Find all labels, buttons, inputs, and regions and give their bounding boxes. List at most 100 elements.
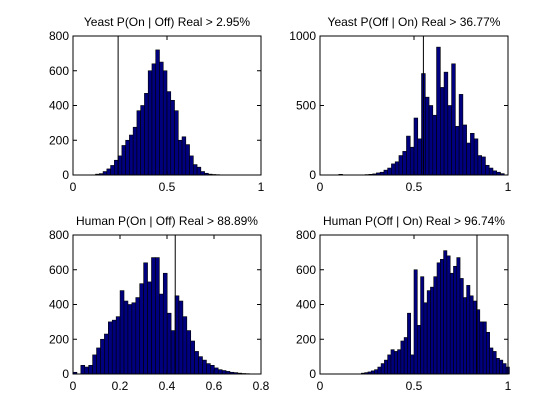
histogram-bar [492,351,497,375]
histogram-bar [384,359,388,375]
histogram-bar [443,250,448,375]
histogram-bar [189,155,194,176]
histogram-bar [92,354,97,375]
histogram-bar [143,262,148,375]
histogram-bar [185,144,190,176]
histogram-bar [170,99,175,176]
histogram-bar [202,359,207,375]
histogram-bar [198,356,203,375]
y-tick-label: 0 [309,168,316,182]
histogram-bar [440,259,444,375]
histogram-bar [407,312,412,375]
x-tick-label: 0 [317,180,324,194]
x-tick-label: 0.5 [159,180,176,194]
histogram-bar [400,340,405,375]
histogram-bar [374,369,379,375]
histogram-bar [136,110,141,176]
y-tick-label: 500 [296,99,316,113]
histogram-bar [200,171,205,176]
chart-title: Human P(Off | On) Real > 96.74% [323,214,505,228]
histogram-bar [446,255,451,375]
subplot-2: 0 0.5 1 0 500 1000 Yeast P(Off | On) Real > 36… [289,15,511,194]
y-tick-label: 200 [49,133,69,147]
histogram-bar [413,269,418,375]
histogram-bar [462,124,467,176]
histogram-bar [111,319,117,375]
histogram-bar [426,290,431,375]
y-tick-label: 0 [62,168,69,182]
y-tick-label: 600 [49,64,69,78]
histogram-bar [121,145,126,176]
histogram-bar [416,325,421,375]
histogram-bar [488,167,494,176]
histogram-bar [479,321,484,375]
histogram-bar [489,347,494,375]
histogram-bar [104,333,109,375]
histogram-bar [194,351,199,375]
histogram-bar [131,302,137,375]
histogram-bar [383,169,388,176]
histogram-bar [402,151,407,176]
histogram-bar [174,110,179,176]
histogram-bar [221,370,227,375]
histogram-bar [117,155,123,176]
histogram-bar [147,281,152,375]
histogram-bar [108,321,113,375]
subplot-4: 0 0.5 1 0 200 400 600 800 Human P(Off | On) Real… [296,214,512,393]
histogram-bar [424,96,430,176]
histogram-bar [398,155,404,176]
histogram-bar [144,93,149,176]
histogram-bar [455,126,460,176]
histogram-bar [106,168,111,176]
histogram-bar [472,300,477,375]
histogram-bar [151,63,157,176]
x-tick-label: 0 [70,180,77,194]
histogram-bar [132,126,138,176]
x-tick-label: 1 [258,180,265,194]
histogram-bar [182,316,188,375]
histogram-bar [123,300,129,375]
histogram-bar [482,321,487,375]
histogram-bar [377,366,382,375]
subplot-3: 0 0.2 0.4 0.6 0.8 0 200 400 600 800 Human P(On | O… [49,214,270,393]
histogram-bar [485,164,490,176]
histogram-bar [502,363,507,375]
chart-title: Human P(On | Off) Real > 88.89% [76,214,258,228]
histogram-bar [166,91,172,176]
histogram-bar [417,138,422,176]
histogram-bar [80,365,86,375]
x-tick-label: 0.5 [406,379,423,393]
y-tick-label: 0 [62,367,69,381]
histogram-bar [196,166,202,176]
histogram-bar [114,159,119,176]
y-tick-label: 200 [49,332,69,346]
histogram-bar [193,164,198,176]
y-tick-label: 0 [309,367,316,381]
histogram-bar [436,46,441,176]
histogram-bar [473,138,479,176]
chart-title: Yeast P(Off | On) Real > 36.77% [328,15,501,29]
histogram-bar [466,285,471,375]
histogram-bar [409,146,415,176]
histogram-bar [159,61,164,176]
histogram-bar [486,331,490,375]
histogram-bar [423,302,428,375]
histogram-bar [84,366,89,375]
histogram-bar [391,163,396,176]
histogram-bar [390,349,395,375]
histogram-bar [178,300,184,375]
x-tick-label: 0 [70,379,77,393]
x-tick-label: 0.4 [159,379,176,393]
histogram-bar [449,272,454,375]
x-tick-label: 1 [505,379,512,393]
x-tick-label: 0.8 [253,379,270,393]
histogram-bar [459,278,464,375]
histogram-bar [466,142,471,176]
histogram-bar [458,94,464,176]
histogram-bar [403,337,408,375]
histogram-bar [119,290,125,375]
histogram-bar [181,136,187,176]
histogram-bar [430,286,435,375]
histogram-bar [140,105,145,176]
